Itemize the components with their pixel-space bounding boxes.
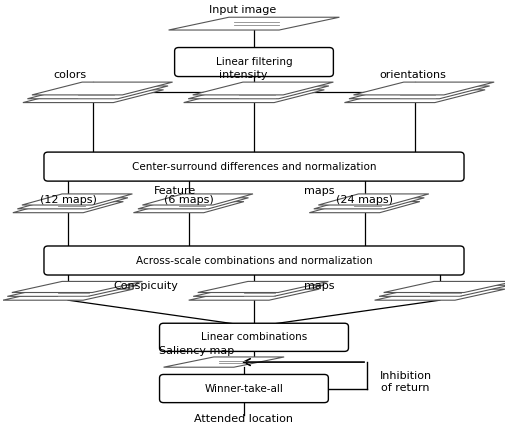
Polygon shape xyxy=(354,82,494,95)
Text: (24 maps): (24 maps) xyxy=(336,194,393,204)
Polygon shape xyxy=(198,281,328,293)
Polygon shape xyxy=(12,281,142,293)
Polygon shape xyxy=(384,281,508,293)
Text: Input image: Input image xyxy=(209,5,276,15)
Polygon shape xyxy=(188,86,329,99)
Text: intensity: intensity xyxy=(219,70,267,80)
Polygon shape xyxy=(374,289,505,300)
Polygon shape xyxy=(188,289,320,300)
Text: (12 maps): (12 maps) xyxy=(40,194,97,204)
Text: maps: maps xyxy=(304,186,335,196)
Text: Saliency map: Saliency map xyxy=(158,345,234,356)
FancyBboxPatch shape xyxy=(44,246,464,275)
Polygon shape xyxy=(142,194,253,205)
Text: Across-scale combinations and normalization: Across-scale combinations and normalizat… xyxy=(136,256,372,266)
Polygon shape xyxy=(32,82,173,95)
Text: Feature: Feature xyxy=(153,186,196,196)
Polygon shape xyxy=(314,198,424,209)
Polygon shape xyxy=(349,86,490,99)
Text: maps: maps xyxy=(304,281,335,291)
Text: Conspicuity: Conspicuity xyxy=(113,281,178,291)
Polygon shape xyxy=(193,82,333,95)
Polygon shape xyxy=(13,202,123,213)
FancyBboxPatch shape xyxy=(44,152,464,181)
Polygon shape xyxy=(3,289,134,300)
Polygon shape xyxy=(134,202,244,213)
Polygon shape xyxy=(22,194,133,205)
Polygon shape xyxy=(138,198,248,209)
Polygon shape xyxy=(344,90,485,102)
Polygon shape xyxy=(309,202,420,213)
Polygon shape xyxy=(164,357,284,367)
Polygon shape xyxy=(23,90,164,102)
Polygon shape xyxy=(379,285,508,296)
Text: Linear combinations: Linear combinations xyxy=(201,332,307,342)
Polygon shape xyxy=(27,86,168,99)
Polygon shape xyxy=(319,194,429,205)
Polygon shape xyxy=(184,90,324,102)
Text: Linear filtering: Linear filtering xyxy=(216,57,292,67)
Polygon shape xyxy=(17,198,128,209)
Polygon shape xyxy=(7,285,138,296)
FancyBboxPatch shape xyxy=(160,375,328,403)
Text: (6 maps): (6 maps) xyxy=(164,194,213,204)
Text: colors: colors xyxy=(53,70,86,80)
Polygon shape xyxy=(169,17,339,30)
FancyBboxPatch shape xyxy=(175,48,333,76)
FancyBboxPatch shape xyxy=(160,323,348,352)
Text: orientations: orientations xyxy=(379,70,447,80)
Text: Winner-take-all: Winner-take-all xyxy=(205,384,283,394)
Text: Center-surround differences and normalization: Center-surround differences and normaliz… xyxy=(132,161,376,171)
Text: Inhibition
of return: Inhibition of return xyxy=(379,372,432,393)
Text: Attended location: Attended location xyxy=(195,414,294,424)
Polygon shape xyxy=(193,285,324,296)
